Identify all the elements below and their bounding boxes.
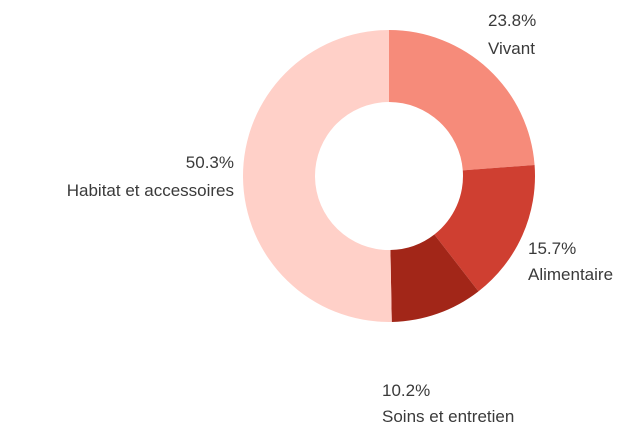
donut-slice-habitat-et-accessoires (243, 30, 392, 322)
slice-category-label: Alimentaire (528, 265, 613, 284)
slice-value-label: 23.8% (488, 11, 536, 30)
slice-value-label: 15.7% (528, 239, 576, 258)
slice-label-alimentaire: 15.7% Alimentaire (528, 239, 613, 284)
slice-category-label: Habitat et accessoires (67, 181, 234, 200)
donut-slice-vivant (389, 30, 535, 171)
slice-category-label: Vivant (488, 39, 535, 58)
slice-label-vivant: 23.8% Vivant (488, 11, 536, 58)
slice-label-soins-et-entretien: 10.2% Soins et entretien (382, 381, 514, 426)
slice-category-label: Soins et entretien (382, 407, 514, 426)
slices-group (243, 30, 535, 322)
slice-label-habitat-et-accessoires: 50.3% Habitat et accessoires (67, 153, 234, 200)
slice-value-label: 50.3% (186, 153, 234, 172)
slice-value-label: 10.2% (382, 381, 430, 400)
donut-slice-soins-et-entretien (390, 234, 479, 322)
donut-slice-alimentaire (434, 165, 535, 292)
